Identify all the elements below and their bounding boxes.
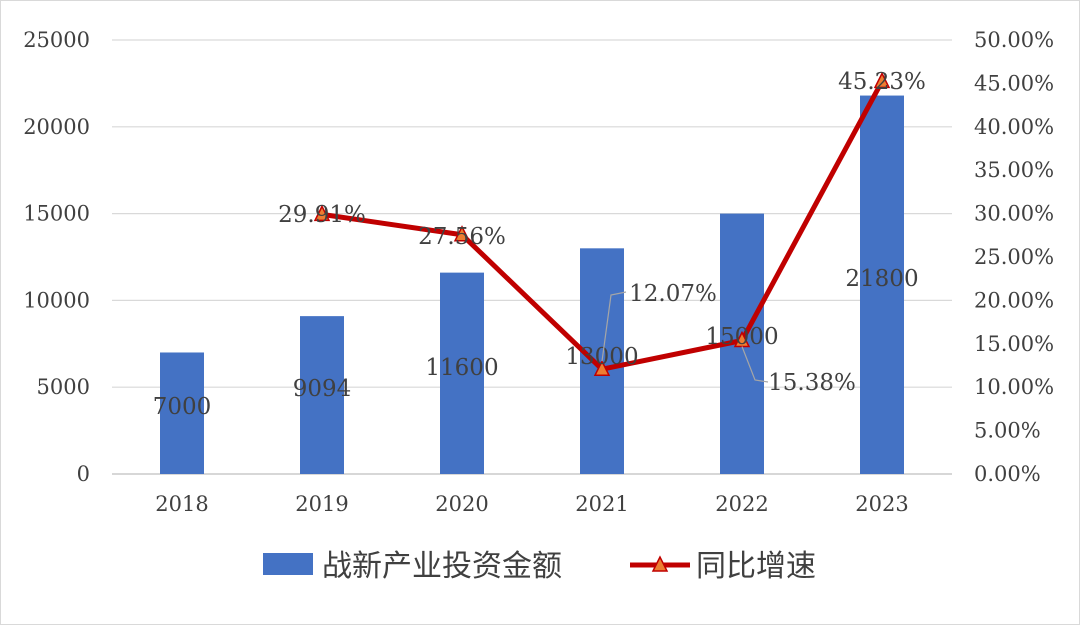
right-tick-label: 15.00%: [974, 332, 1054, 356]
legend-line-label: 同比增速: [696, 549, 816, 584]
left-tick-label: 10000: [23, 288, 90, 312]
right-tick-label: 20.00%: [974, 288, 1054, 312]
bar: [440, 272, 484, 474]
right-axis: 0.00% 5.00% 10.00% 15.00% 20.00% 25.00% 30.00%…: [974, 28, 1054, 486]
bar: [300, 316, 344, 474]
bar-series: [160, 95, 904, 474]
gridlines: [112, 39, 952, 475]
x-tick-label: 2023: [855, 492, 908, 516]
legend-line-marker: [651, 555, 669, 572]
line-series: [313, 71, 891, 376]
x-tick-label: 2019: [295, 492, 348, 516]
left-tick-label: 0: [77, 462, 90, 486]
right-tick-label: 45.00%: [974, 71, 1054, 95]
legend-bar-label: 战新产业投资金额: [322, 549, 562, 584]
x-axis: 2018 2019 2020 2021 2022 2023: [155, 492, 908, 516]
x-tick-label: 2021: [575, 492, 628, 516]
left-tick-label: 25000: [23, 28, 90, 52]
bar: [160, 352, 204, 474]
bar-value-label: 9094: [293, 376, 352, 402]
left-tick-label: 20000: [23, 115, 90, 139]
left-tick-label: 15000: [23, 202, 90, 226]
x-tick-label: 2020: [435, 492, 488, 516]
x-tick-label: 2018: [155, 492, 208, 516]
right-tick-label: 40.00%: [974, 115, 1054, 139]
right-tick-label: 5.00%: [974, 419, 1041, 443]
left-axis: 0 5000 10000 15000 20000 25000: [23, 28, 90, 486]
right-tick-label: 35.00%: [974, 158, 1054, 182]
growth-value-label: 12.07%: [629, 281, 717, 307]
growth-value-label: 15.38%: [768, 370, 856, 396]
right-tick-label: 30.00%: [974, 202, 1054, 226]
right-tick-label: 10.00%: [974, 375, 1054, 399]
leader-line: [741, 346, 769, 383]
bar: [860, 95, 904, 474]
bar-value-label: 11600: [425, 355, 498, 381]
bar-value-label: 7000: [153, 394, 212, 420]
line-marker: [313, 204, 331, 222]
bar-value-label: 15000: [705, 324, 778, 350]
legend: 战新产业投资金额 同比增速: [263, 549, 816, 584]
growth-value-label: 29.91%: [278, 202, 366, 228]
x-tick-label: 2022: [715, 492, 768, 516]
legend-bar-swatch: [263, 553, 313, 575]
bar-value-label: 21800: [845, 266, 918, 292]
growth-value-label: 45.23%: [838, 69, 926, 95]
growth-value-label: 27.56%: [418, 224, 506, 250]
line-marker: [453, 225, 471, 242]
right-tick-label: 0.00%: [974, 462, 1041, 486]
right-tick-label: 25.00%: [974, 245, 1054, 269]
line-marker: [873, 71, 891, 89]
leader-line: [601, 291, 627, 362]
left-tick-label: 5000: [37, 375, 90, 399]
line-marker: [593, 359, 611, 376]
right-tick-label: 50.00%: [974, 28, 1054, 52]
